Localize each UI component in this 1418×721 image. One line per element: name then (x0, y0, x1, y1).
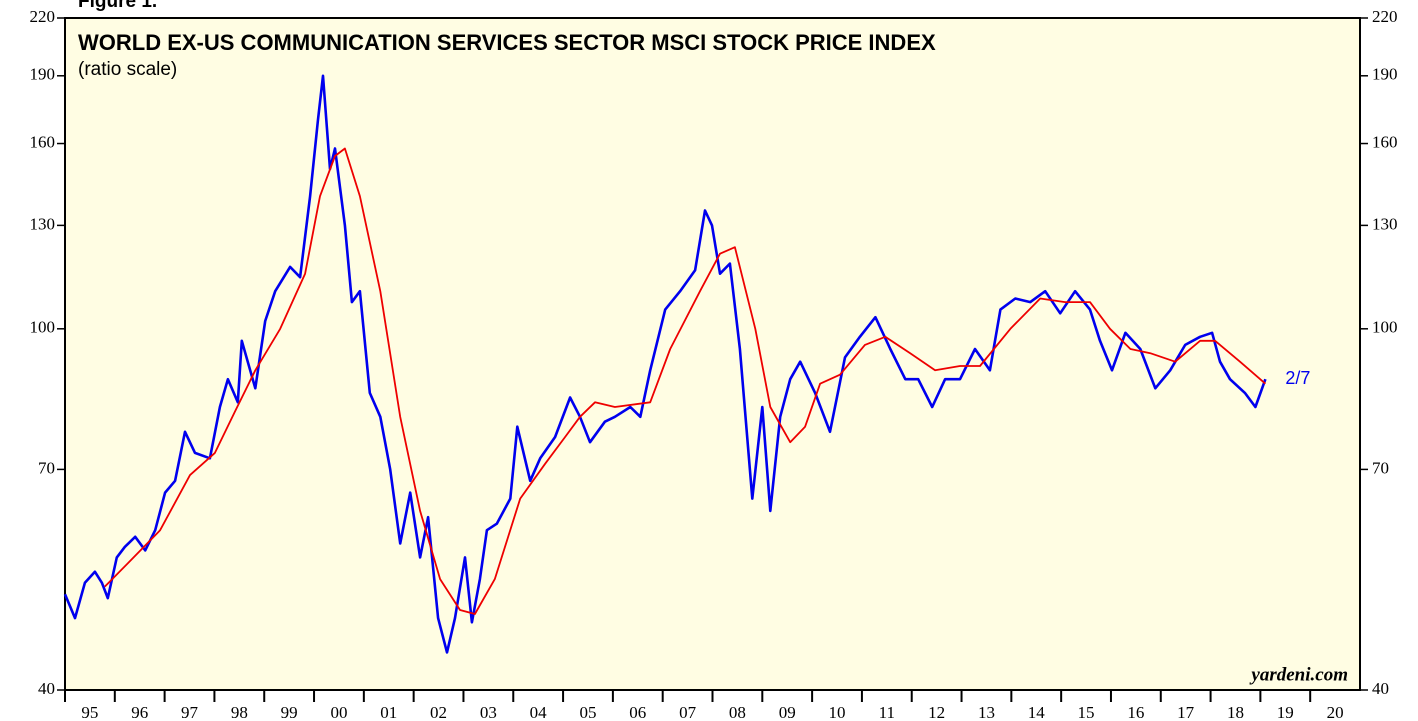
y2-tick-label: 160 (1372, 132, 1398, 151)
x-tick-label: 97 (181, 703, 199, 721)
y2-tick-label: 190 (1372, 65, 1398, 84)
x-tick-label: 07 (679, 703, 697, 721)
chart-subtitle: (ratio scale) (78, 59, 177, 80)
x-tick-label: 16 (1127, 703, 1144, 721)
y-tick-label: 220 (30, 7, 56, 26)
y-tick-label: 100 (30, 318, 56, 337)
chart-title: WORLD EX-US COMMUNICATION SERVICES SECTO… (78, 30, 936, 55)
figure-label: Figure 1. (78, 0, 157, 12)
x-tick-label: 02 (430, 703, 447, 721)
end-label: 2/7 (1285, 368, 1310, 388)
x-tick-label: 10 (829, 703, 846, 721)
y2-tick-label: 100 (1372, 318, 1398, 337)
x-tick-label: 01 (380, 703, 397, 721)
series-line (104, 147, 1266, 615)
y-tick-label: 190 (30, 65, 56, 84)
x-tick-label: 96 (131, 703, 148, 721)
y-tick-label: 160 (30, 132, 56, 151)
x-tick-label: 06 (629, 703, 646, 721)
x-tick-label: 11 (879, 703, 895, 721)
x-tick-label: 98 (231, 703, 248, 721)
x-tick-label: 95 (81, 703, 98, 721)
x-tick-label: 18 (1227, 703, 1244, 721)
y2-tick-label: 70 (1372, 458, 1389, 477)
x-tick-label: 15 (1078, 703, 1095, 721)
y-tick-label: 40 (38, 679, 55, 698)
y2-tick-label: 220 (1372, 7, 1398, 26)
x-tick-label: 19 (1277, 703, 1294, 721)
x-tick-label: 17 (1177, 703, 1195, 721)
y2-tick-label: 40 (1372, 679, 1389, 698)
x-tick-label: 09 (779, 703, 796, 721)
x-tick-label: 13 (978, 703, 995, 721)
y-tick-label: 130 (30, 214, 56, 233)
x-tick-label: 99 (281, 703, 298, 721)
x-tick-label: 08 (729, 703, 746, 721)
plot-area (64, 17, 1361, 691)
x-tick-label: 03 (480, 703, 497, 721)
x-tick-label: 20 (1327, 703, 1344, 721)
x-tick-label: 05 (579, 703, 596, 721)
x-tick-label: 00 (330, 703, 347, 721)
x-tick-label: 04 (530, 703, 548, 721)
y2-tick-label: 130 (1372, 214, 1398, 233)
source: yardeni.com (1249, 664, 1348, 685)
x-tick-label: 12 (928, 703, 945, 721)
y-tick-label: 70 (38, 458, 55, 477)
x-tick-label: 14 (1028, 703, 1046, 721)
